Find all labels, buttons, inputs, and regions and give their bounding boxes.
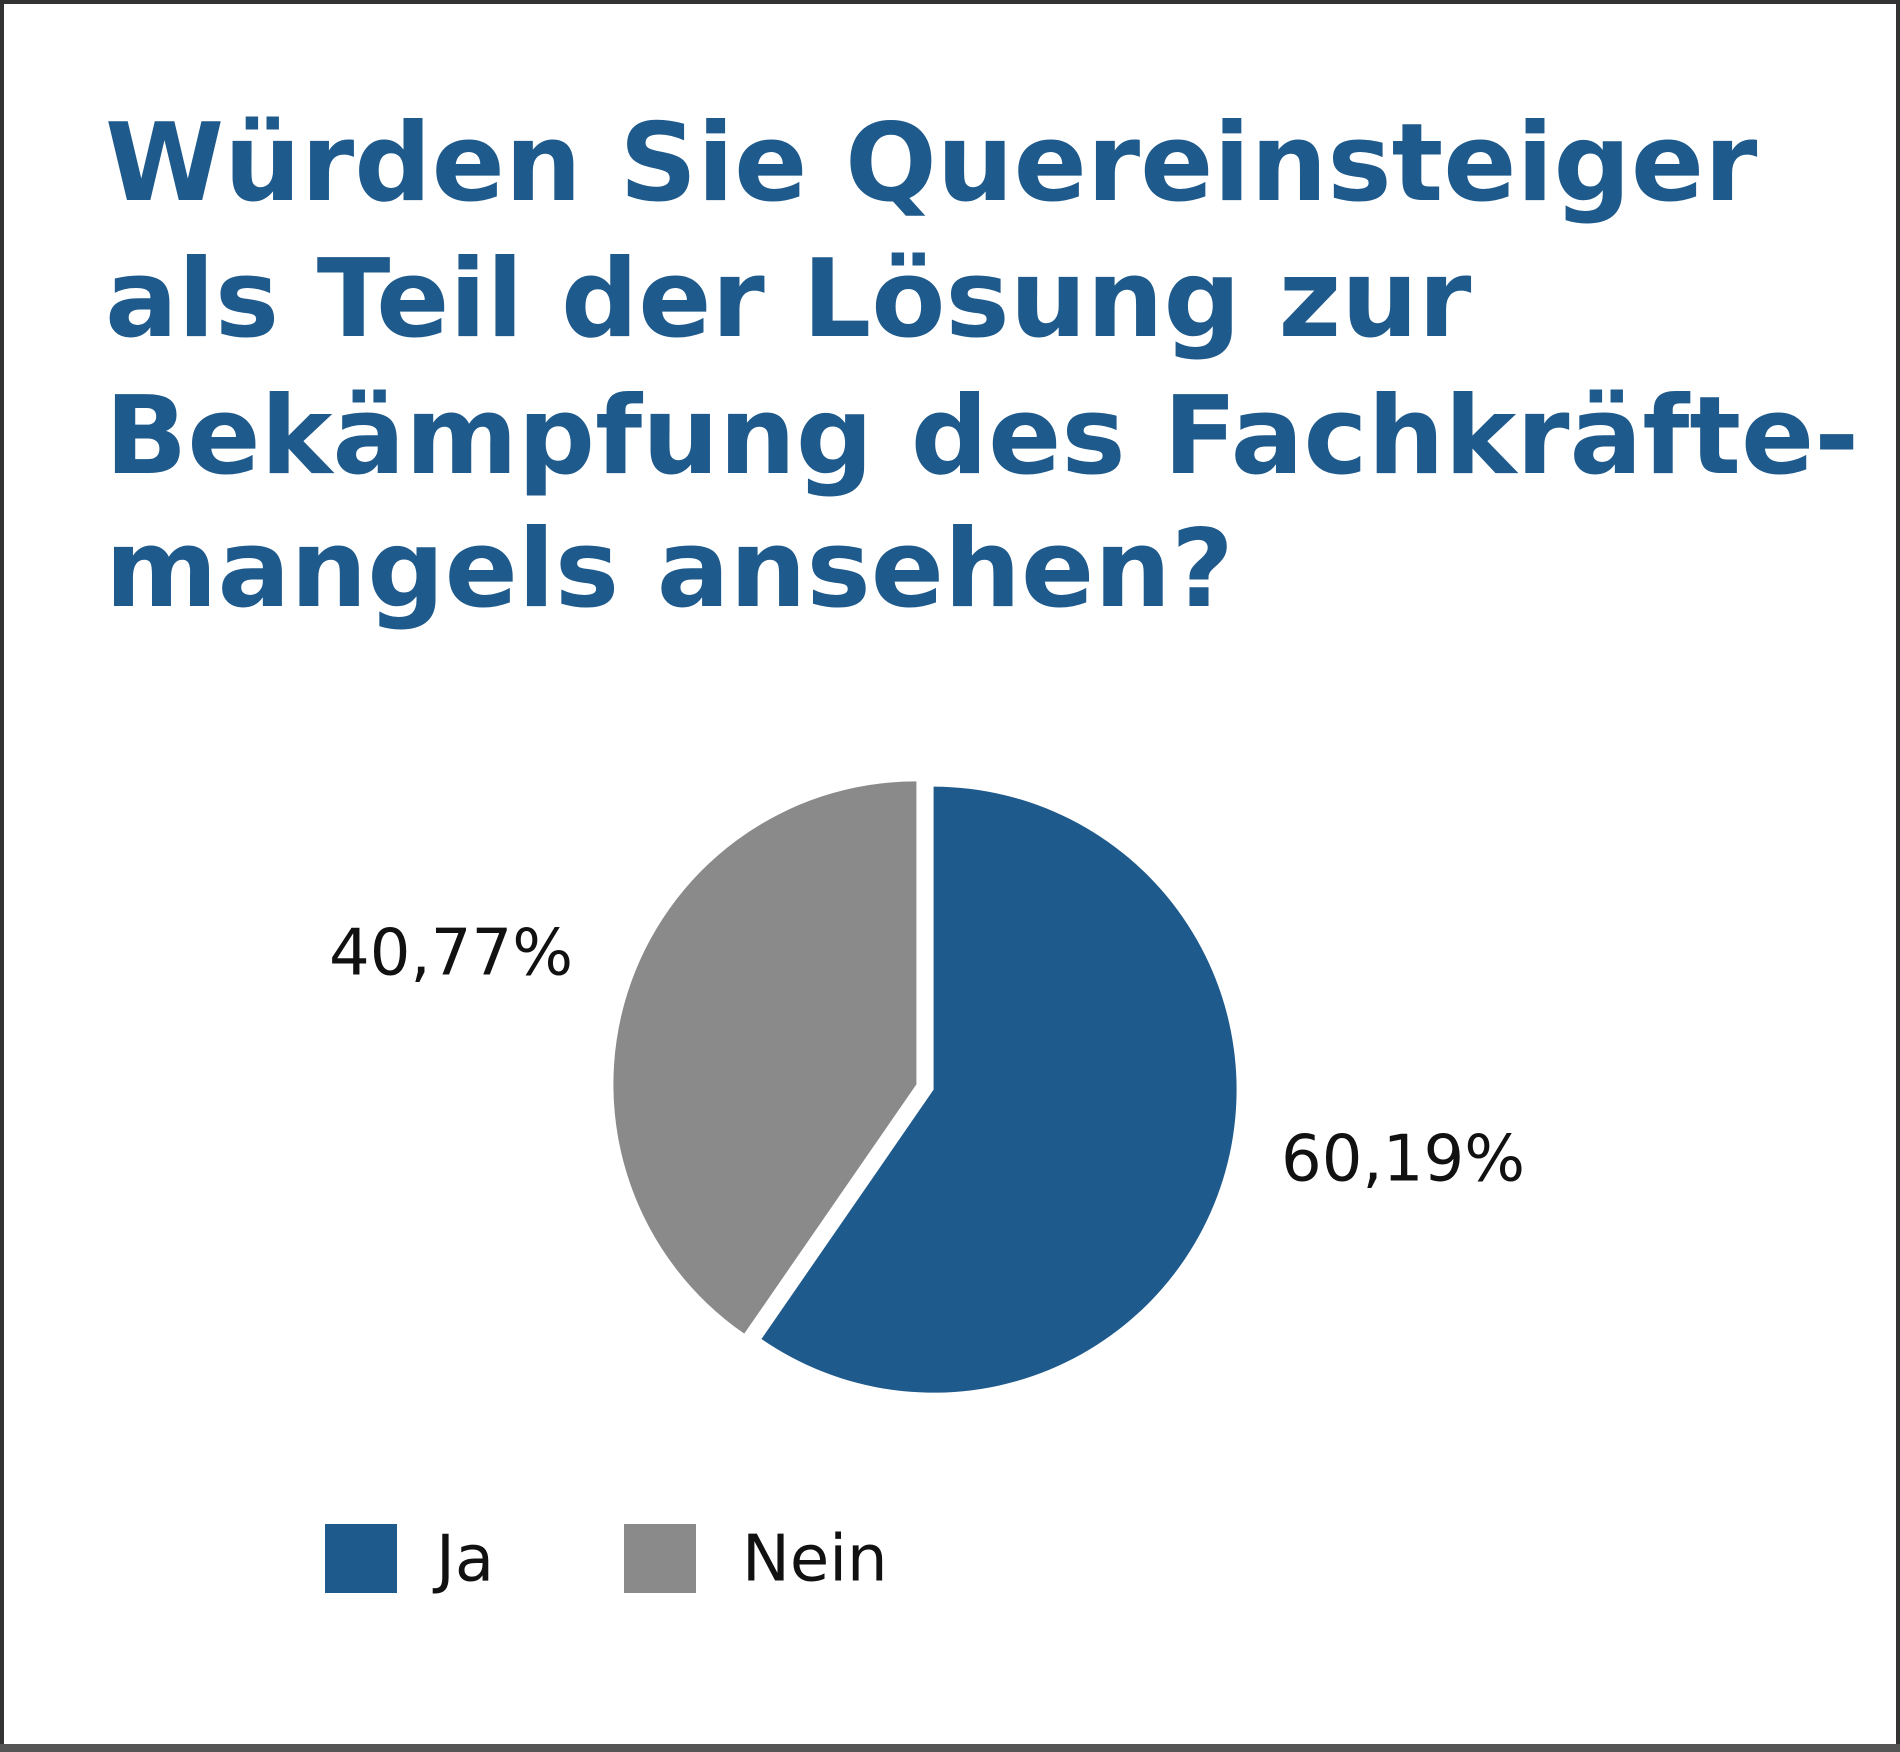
- pie-slice: [613, 781, 917, 1334]
- legend-swatch: [325, 1524, 397, 1593]
- legend-label: Ja: [432, 1523, 494, 1597]
- value-label: 40,77%: [329, 917, 573, 991]
- frame-bottom: [0, 1744, 1900, 1752]
- legend-label: Nein: [742, 1523, 888, 1597]
- chart-title: Bekämpfung des Fachkräfte-: [105, 374, 1859, 499]
- legend-swatch: [624, 1524, 696, 1593]
- pie-slice: [761, 786, 1237, 1393]
- chart-title: als Teil der Lösung zur: [105, 237, 1471, 362]
- chart-title: Würden Sie Quereinsteiger: [105, 101, 1757, 226]
- value-label: 60,19%: [1281, 1123, 1525, 1197]
- chart-title: mangels ansehen?: [105, 507, 1234, 632]
